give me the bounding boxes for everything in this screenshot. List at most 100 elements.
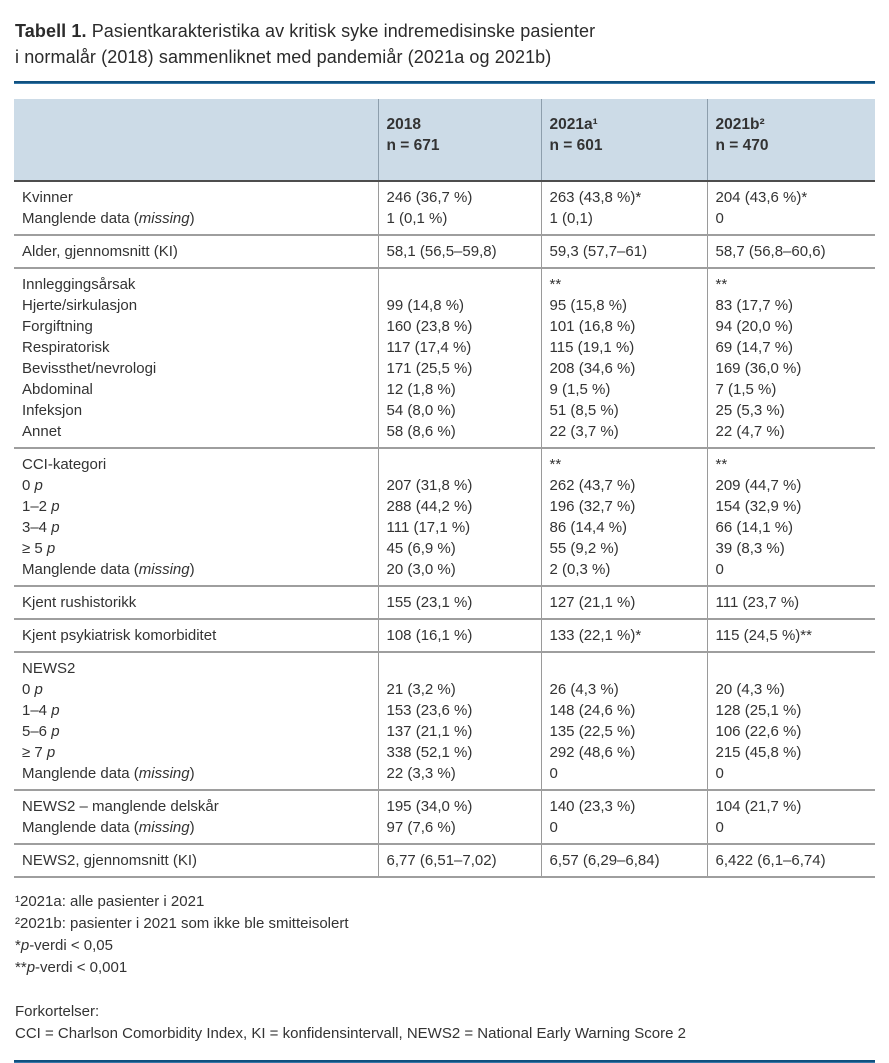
row-value: 1 (0,1 %) — [377, 208, 541, 235]
table-row: Manglende data (missing) 97 (7,6 %) 0 0 — [14, 817, 875, 844]
table-row: NEWS2 — [14, 652, 875, 679]
row-value: 108 (16,1 %) — [377, 619, 541, 652]
table-row: Abdominal 12 (1,8 %) 9 (1,5 %) 7 (1,5 %) — [14, 379, 875, 400]
table-row: NEWS2, gjennomsnitt (KI) 6,77 (6,51–7,02)… — [14, 844, 875, 877]
row-value: ** — [540, 448, 707, 475]
row-label: Kvinner — [22, 189, 73, 206]
row-value: 2 (0,3 %) — [540, 559, 707, 586]
row-value: 58,7 (56,8–60,6) — [706, 235, 875, 268]
table-row: Respiratorisk 117 (17,4 %) 115 (19,1 %) 69 … — [14, 337, 875, 358]
row-value: 195 (34,0 %) — [377, 790, 541, 817]
row-value: ** — [540, 268, 707, 295]
row-label: Manglende data (missing) — [22, 561, 195, 578]
table-section: NEWS2 – manglende delskår 195 (34,0 %) 140… — [14, 790, 875, 844]
row-label: Bevissthet/nevrologi — [22, 360, 157, 377]
row-value: 0 — [706, 208, 875, 235]
row-value: 154 (32,9 %) — [706, 496, 875, 517]
row-value: 246 (36,7 %) — [377, 181, 541, 208]
row-value: 0 — [706, 817, 875, 844]
row-value: 111 (23,7 %) — [706, 586, 875, 619]
row-value: 22 (4,7 %) — [706, 421, 875, 448]
table-row: 0 p 21 (3,2 %) 26 (4,3 %) 20 (4,3 %) — [14, 679, 875, 700]
row-label: 1–4 p — [22, 702, 60, 719]
row-value: 111 (17,1 %) — [377, 517, 541, 538]
table-row: ≥ 7 p 338 (52,1 %) 292 (48,6 %) 215 (45,8 %… — [14, 742, 875, 763]
header-year-2021b: 2021b² — [715, 116, 765, 133]
row-value: 6,422 (6,1–6,74) — [706, 844, 875, 877]
row-value: 6,57 (6,29–6,84) — [540, 844, 707, 877]
row-value: 148 (24,6 %) — [540, 700, 707, 721]
row-value: 263 (43,8 %)* — [540, 181, 707, 208]
table-title: Tabell 1. Pasientkarakteristika av kriti… — [15, 18, 875, 70]
row-value: 140 (23,3 %) — [540, 790, 707, 817]
row-value: 95 (15,8 %) — [540, 295, 707, 316]
footnote-p-005: *p-verdi < 0,05 — [15, 937, 113, 954]
row-label: 1–2 p — [22, 498, 60, 515]
row-value: 262 (43,7 %) — [540, 475, 707, 496]
row-value: 171 (25,5 %) — [377, 358, 541, 379]
row-label: Manglende data (missing) — [22, 765, 195, 782]
table-row: ≥ 5 p 45 (6,9 %) 55 (9,2 %) 39 (8,3 %) — [14, 538, 875, 559]
footnote-2021b: ²2021b: pasienter i 2021 som ikke ble sm… — [15, 915, 349, 932]
row-value: 209 (44,7 %) — [706, 475, 875, 496]
table-row: Manglende data (missing) 1 (0,1 %) 1 (0,1)… — [14, 208, 875, 235]
table-section: Alder, gjennomsnitt (KI) 58,1 (56,5–59,8)… — [14, 235, 875, 268]
header-col-2021b: 2021b² n = 470 — [706, 99, 875, 182]
header-n-2018: n = 671 — [386, 137, 440, 154]
row-value: 7 (1,5 %) — [706, 379, 875, 400]
header-row: 2018 n = 671 2021a¹ n = 601 2021b² n = 4… — [14, 99, 875, 182]
row-value: 196 (32,7 %) — [540, 496, 707, 517]
row-value: 20 (3,0 %) — [377, 559, 541, 586]
row-value — [706, 652, 875, 679]
row-value: 160 (23,8 %) — [377, 316, 541, 337]
row-label: ≥ 7 p — [22, 744, 56, 761]
footnote-p-0001: **p-verdi < 0,001 — [15, 959, 128, 976]
row-value: 58 (8,6 %) — [377, 421, 541, 448]
row-value: 169 (36,0 %) — [706, 358, 875, 379]
row-label: NEWS2, gjennomsnitt (KI) — [22, 852, 198, 869]
table-section: Kjent rushistorikk 155 (23,1 %) 127 (21,1 … — [14, 586, 875, 619]
row-value: 6,77 (6,51–7,02) — [377, 844, 541, 877]
table-row: CCI-kategori ** ** — [14, 448, 875, 475]
row-value: 45 (6,9 %) — [377, 538, 541, 559]
row-value: 127 (21,1 %) — [540, 586, 707, 619]
row-label: Manglende data (missing) — [22, 819, 195, 836]
row-value: 0 — [540, 817, 707, 844]
row-value: 99 (14,8 %) — [377, 295, 541, 316]
row-value: 204 (43,6 %)* — [706, 181, 875, 208]
table-header: 2018 n = 671 2021a¹ n = 601 2021b² n = 4… — [14, 99, 875, 182]
row-value — [540, 652, 707, 679]
row-label: Abdominal — [22, 381, 93, 398]
row-value: ** — [706, 268, 875, 295]
row-value: 292 (48,6 %) — [540, 742, 707, 763]
table-row: Kjent rushistorikk 155 (23,1 %) 127 (21,1 … — [14, 586, 875, 619]
row-value: 94 (20,0 %) — [706, 316, 875, 337]
footnote-2021a: ¹2021a: alle pasienter i 2021 — [15, 893, 205, 910]
table-section: NEWS2 0 p 21 (3,2 %) 26 (4,3 %) 20 (4,3 %) 1–… — [14, 652, 875, 790]
abbreviations-heading: Forkortelser: — [15, 1003, 100, 1020]
table-title-line2: i normalår (2018) sammenliknet med pande… — [15, 47, 552, 67]
row-label: Forgiftning — [22, 318, 93, 335]
row-value: 115 (24,5 %)** — [706, 619, 875, 652]
row-label: Infeksjon — [22, 402, 83, 419]
table-section: Kvinner 246 (36,7 %) 263 (43,8 %)* 204 (43,… — [14, 181, 875, 235]
row-value: 117 (17,4 %) — [377, 337, 541, 358]
table-row: Forgiftning 160 (23,8 %) 101 (16,8 %) 94 (2… — [14, 316, 875, 337]
table-row: Manglende data (missing) 22 (3,3 %) 0 0 — [14, 763, 875, 790]
row-value: 1 (0,1) — [540, 208, 707, 235]
header-col-2018: 2018 n = 671 — [377, 99, 541, 182]
row-value: 66 (14,1 %) — [706, 517, 875, 538]
table-section: Kjent psykiatrisk komorbiditet 108 (16,1 … — [14, 619, 875, 652]
row-value: 97 (7,6 %) — [377, 817, 541, 844]
header-col-2021a: 2021a¹ n = 601 — [540, 99, 707, 182]
row-value: 128 (25,1 %) — [706, 700, 875, 721]
row-label: Alder, gjennomsnitt (KI) — [22, 243, 178, 260]
row-label: Hjerte/sirkulasjon — [22, 297, 138, 314]
row-value: 54 (8,0 %) — [377, 400, 541, 421]
table-row: Alder, gjennomsnitt (KI) 58,1 (56,5–59,8)… — [14, 235, 875, 268]
table-title-line1: Pasientkarakteristika av kritisk syke in… — [91, 21, 596, 41]
row-value: 208 (34,6 %) — [540, 358, 707, 379]
row-value: 26 (4,3 %) — [540, 679, 707, 700]
row-value: 153 (23,6 %) — [377, 700, 541, 721]
table-section: NEWS2, gjennomsnitt (KI) 6,77 (6,51–7,02)… — [14, 844, 875, 877]
